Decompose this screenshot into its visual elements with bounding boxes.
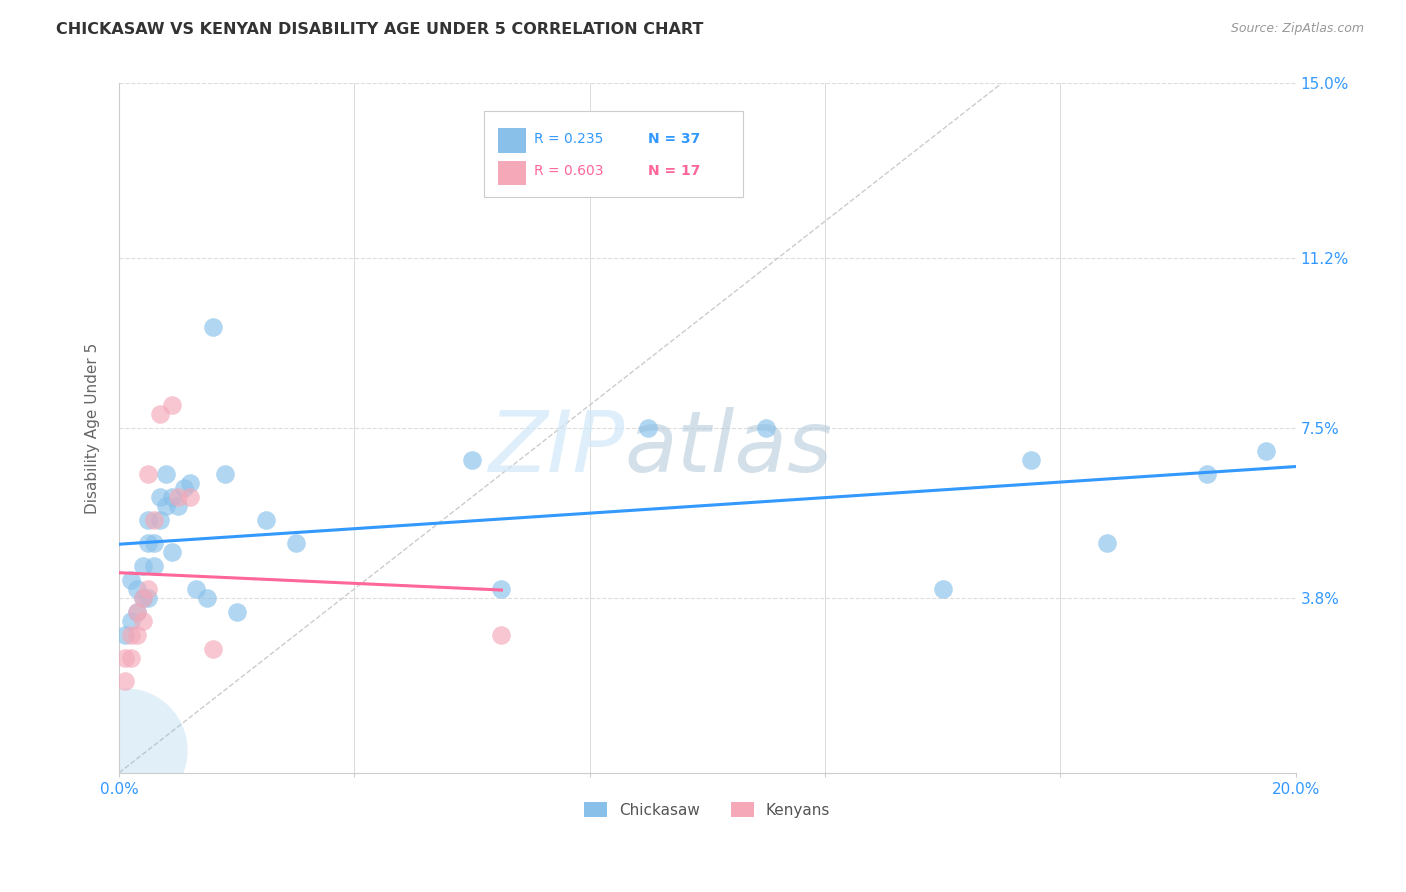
Text: R = 0.603: R = 0.603	[534, 164, 603, 178]
Point	[131, 558, 153, 573]
Point	[143, 536, 166, 550]
Point	[167, 499, 190, 513]
Point	[149, 513, 172, 527]
Point	[120, 651, 142, 665]
Point	[1256, 444, 1278, 458]
Point	[491, 582, 513, 596]
Text: Source: ZipAtlas.com: Source: ZipAtlas.com	[1230, 22, 1364, 36]
Point	[120, 573, 142, 587]
Point	[1019, 453, 1042, 467]
Text: atlas: atlas	[624, 408, 832, 491]
Point	[138, 582, 160, 596]
Point	[138, 536, 160, 550]
Point	[160, 545, 183, 559]
Point	[491, 628, 513, 642]
Point	[114, 743, 136, 757]
Point	[125, 582, 148, 596]
Y-axis label: Disability Age Under 5: Disability Age Under 5	[86, 343, 100, 514]
Point	[1097, 536, 1119, 550]
Point	[637, 421, 659, 435]
Point	[931, 582, 953, 596]
Point	[120, 628, 142, 642]
Point	[143, 513, 166, 527]
Point	[138, 591, 160, 606]
Point	[143, 558, 166, 573]
Point	[138, 513, 160, 527]
Point	[138, 467, 160, 481]
Point	[155, 467, 177, 481]
Point	[195, 591, 218, 606]
Text: N = 37: N = 37	[648, 132, 700, 145]
Point	[214, 467, 236, 481]
Point	[149, 407, 172, 421]
Point	[1197, 467, 1219, 481]
Text: CHICKASAW VS KENYAN DISABILITY AGE UNDER 5 CORRELATION CHART: CHICKASAW VS KENYAN DISABILITY AGE UNDER…	[56, 22, 703, 37]
Point	[202, 641, 225, 656]
Text: ZIP: ZIP	[489, 408, 624, 491]
Legend: Chickasaw, Kenyans: Chickasaw, Kenyans	[578, 796, 837, 823]
Point	[284, 536, 307, 550]
Point	[131, 591, 153, 606]
Point	[179, 490, 201, 504]
Point	[155, 499, 177, 513]
Point	[114, 673, 136, 688]
FancyBboxPatch shape	[498, 161, 526, 186]
FancyBboxPatch shape	[484, 111, 742, 197]
Point	[125, 605, 148, 619]
Point	[755, 421, 778, 435]
Point	[120, 614, 142, 628]
FancyBboxPatch shape	[498, 128, 526, 153]
Point	[125, 605, 148, 619]
Point	[202, 320, 225, 334]
Point	[125, 628, 148, 642]
Point	[179, 476, 201, 491]
Point	[131, 591, 153, 606]
Point	[160, 490, 183, 504]
Point	[173, 481, 195, 495]
Point	[160, 398, 183, 412]
Point	[167, 490, 190, 504]
Point	[114, 651, 136, 665]
Point	[461, 453, 484, 467]
Point	[225, 605, 247, 619]
Text: R = 0.235: R = 0.235	[534, 132, 603, 145]
Point	[114, 628, 136, 642]
Point	[149, 490, 172, 504]
Point	[254, 513, 277, 527]
Point	[131, 614, 153, 628]
Point	[184, 582, 207, 596]
Text: N = 17: N = 17	[648, 164, 700, 178]
